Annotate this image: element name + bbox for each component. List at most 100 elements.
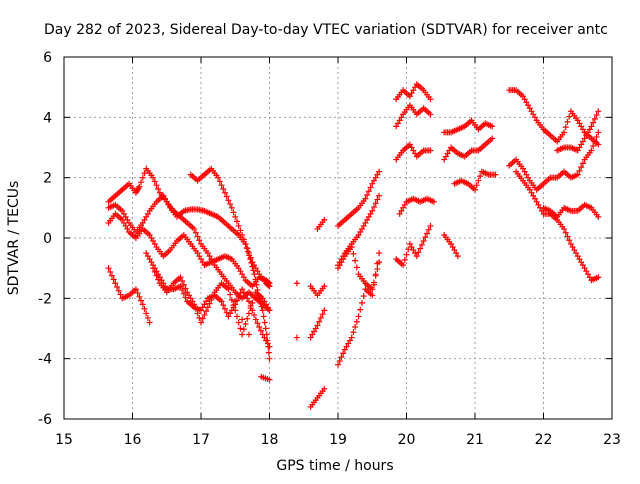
data-marks: [105, 81, 602, 410]
data-point: [590, 119, 597, 126]
data-point: [398, 207, 405, 214]
data-point: [143, 213, 150, 220]
data-point: [586, 126, 593, 133]
data-point: [244, 315, 251, 322]
series-track-d: [105, 265, 273, 338]
data-point: [196, 314, 203, 321]
data-point: [143, 310, 150, 317]
data-point: [218, 182, 225, 189]
data-point: [581, 135, 588, 142]
data-point: [196, 237, 203, 244]
data-point: [235, 319, 242, 326]
x-tick-label: 17: [192, 432, 210, 448]
data-point: [150, 262, 157, 269]
data-point: [311, 328, 318, 335]
data-point: [519, 165, 526, 172]
data-point: [199, 304, 206, 311]
data-point: [204, 250, 211, 257]
data-point: [525, 102, 532, 109]
series-track-j: [441, 117, 499, 260]
data-point: [417, 245, 424, 252]
data-point: [561, 225, 568, 232]
data-point: [424, 230, 431, 237]
data-point: [150, 238, 157, 245]
data-point: [573, 250, 580, 257]
data-point: [523, 99, 530, 106]
data-point: [420, 238, 427, 245]
data-point: [369, 292, 376, 299]
data-point: [590, 142, 597, 149]
data-point: [194, 233, 201, 240]
x-tick-label: 20: [398, 432, 416, 448]
data-point: [261, 298, 268, 305]
data-point: [227, 310, 234, 317]
data-point: [141, 305, 148, 312]
data-point: [256, 296, 263, 303]
data-point: [245, 331, 252, 338]
data-point: [235, 293, 242, 300]
data-point: [360, 293, 367, 300]
data-point: [263, 301, 270, 308]
data-point: [406, 141, 413, 148]
data-point: [578, 141, 585, 148]
data-point: [454, 253, 461, 260]
data-point: [595, 274, 602, 281]
data-point: [233, 297, 240, 304]
data-point: [530, 192, 537, 199]
data-point: [406, 241, 413, 248]
data-point: [146, 256, 153, 263]
data-point: [227, 201, 234, 208]
series-track-k: [506, 87, 602, 284]
data-point: [571, 247, 578, 254]
data-point: [257, 299, 264, 306]
data-point: [352, 323, 359, 330]
data-point: [588, 123, 595, 130]
data-point: [264, 340, 271, 347]
data-point: [412, 84, 419, 91]
data-point: [523, 171, 530, 178]
data-point: [350, 329, 357, 336]
y-tick-label: -2: [38, 291, 52, 307]
data-point: [321, 283, 328, 290]
data-point: [253, 281, 260, 288]
data-point: [293, 280, 300, 287]
data-point: [141, 170, 148, 177]
data-point: [139, 301, 146, 308]
data-point: [266, 280, 273, 287]
data-point: [335, 265, 341, 272]
data-point: [260, 313, 267, 320]
data-point: [406, 93, 413, 100]
data-point: [319, 311, 326, 318]
data-point: [561, 129, 568, 136]
data-point: [139, 219, 146, 226]
data-point: [228, 204, 235, 211]
data-point: [240, 236, 247, 243]
data-point: [244, 248, 251, 255]
data-point: [374, 171, 381, 178]
data-point: [353, 318, 360, 325]
data-point: [579, 262, 586, 269]
data-point: [569, 244, 576, 251]
data-point: [247, 256, 254, 263]
data-point: [588, 147, 595, 154]
data-point: [521, 96, 528, 103]
data-point: [225, 286, 232, 293]
data-point: [206, 253, 213, 260]
data-point: [254, 320, 261, 327]
data-point: [574, 117, 581, 124]
data-point: [237, 290, 244, 297]
data-point: [255, 292, 262, 299]
data-point: [576, 167, 583, 174]
data-point: [321, 385, 328, 392]
series-track-c: [105, 210, 273, 290]
x-tick-label: 23: [603, 432, 621, 448]
data-point: [225, 197, 232, 204]
data-point: [427, 96, 434, 103]
data-point: [444, 150, 451, 157]
y-tick-label: 2: [43, 171, 52, 187]
data-point: [220, 302, 227, 309]
data-point: [489, 135, 496, 142]
data-point: [369, 207, 376, 214]
y-tick-label: -4: [38, 352, 52, 368]
